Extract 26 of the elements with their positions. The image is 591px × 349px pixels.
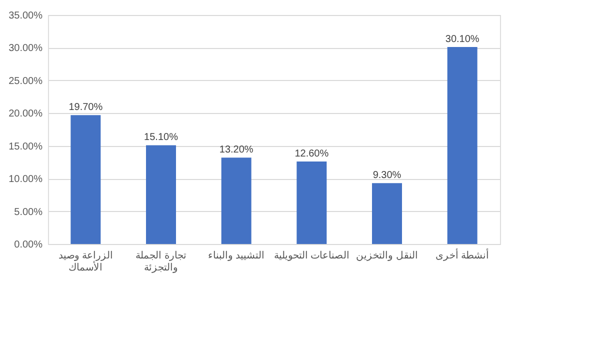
y-tick-label: 30.00% (8, 43, 43, 54)
data-label: 13.20% (219, 144, 254, 156)
bar (372, 183, 402, 244)
y-tick-label: 35.00% (8, 10, 43, 22)
x-tick-label: تجارة الجملة والتجزئة (136, 250, 186, 274)
data-label: 30.10% (445, 34, 480, 46)
y-tick-label: 20.00% (8, 108, 43, 120)
y-tick-label: 15.00% (8, 141, 43, 152)
bar (447, 47, 478, 244)
x-tick-label: الصناعات التحويلية (274, 250, 350, 262)
y-tick-label: 0.00% (14, 240, 43, 250)
x-tick-label: الزراعة وصيد الأسماك (58, 250, 114, 274)
data-label: 9.30% (372, 170, 402, 182)
x-tick-label: النقل والتخزين (356, 250, 418, 262)
x-tick-label: أنشطة أخرى (435, 248, 490, 262)
bar (221, 158, 252, 244)
data-label: 19.70% (68, 102, 103, 114)
y-tick-label: 10.00% (8, 174, 43, 186)
data-label: 12.60% (294, 148, 329, 160)
y-tick-label: 25.00% (8, 76, 43, 87)
bar (296, 162, 327, 244)
y-tick-label: 5.00% (14, 206, 43, 218)
data-label: 15.10% (144, 132, 178, 144)
bar (146, 145, 176, 244)
x-tick-label: التشييد والبناء (208, 250, 265, 262)
bar (70, 115, 101, 244)
